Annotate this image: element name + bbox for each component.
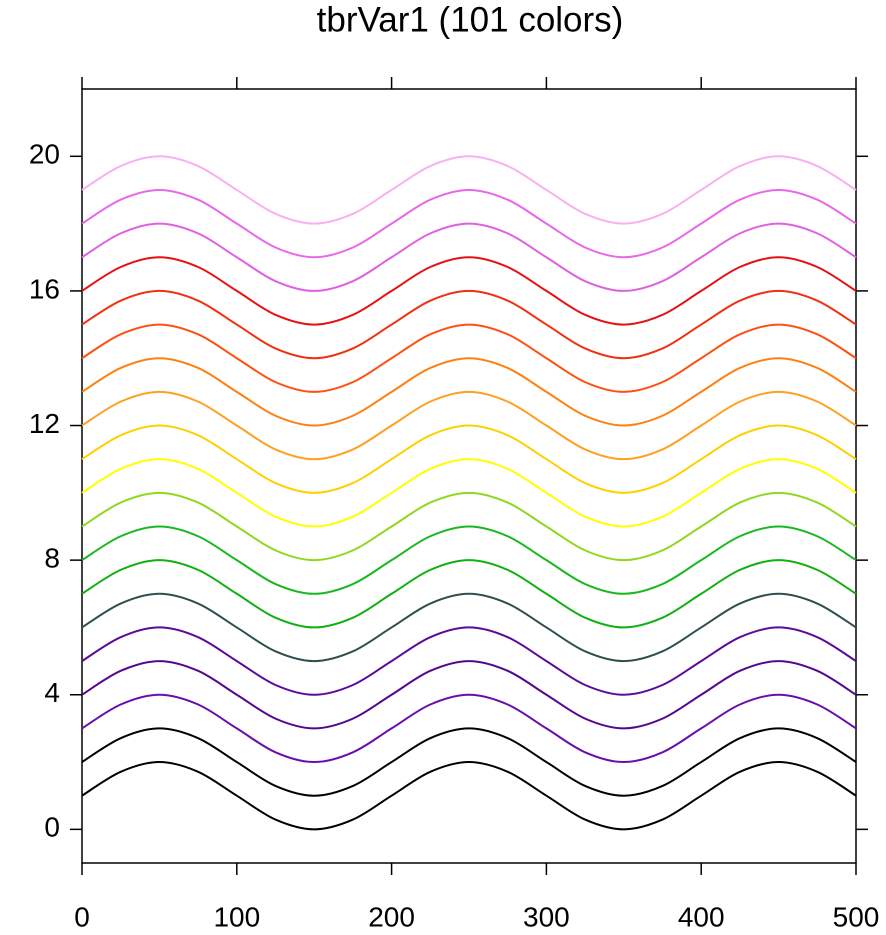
y-tick-label: 16	[29, 273, 60, 304]
line-series	[81, 693, 857, 764]
chart-title: tbrVar1 (101 colors)	[317, 0, 624, 39]
line-series	[81, 559, 857, 629]
line-series	[81, 222, 857, 292]
line-series	[81, 188, 857, 259]
y-tick-label: 0	[44, 812, 60, 843]
line-series	[81, 660, 857, 730]
x-tick-label: 400	[678, 901, 725, 932]
line-series	[81, 155, 857, 225]
y-tick-label: 20	[29, 139, 60, 170]
x-tick-label: 300	[523, 901, 570, 932]
line-series	[81, 727, 857, 797]
x-tick-label: 100	[213, 901, 260, 932]
line-series	[81, 256, 857, 326]
line-series	[81, 289, 857, 360]
x-tick-label: 500	[833, 901, 880, 932]
line-series	[81, 390, 857, 461]
line-series	[81, 525, 857, 595]
y-tick-label: 12	[29, 408, 60, 439]
line-series	[81, 761, 857, 831]
line-series	[81, 626, 857, 696]
y-tick-label: 8	[44, 543, 60, 574]
y-tick-label: 4	[44, 677, 60, 708]
line-series	[81, 592, 857, 663]
line-series	[81, 458, 857, 528]
line-series	[81, 323, 857, 393]
x-tick-label: 0	[74, 901, 90, 932]
line-series	[81, 357, 857, 427]
line-series	[81, 491, 857, 562]
x-tick-label: 200	[368, 901, 415, 932]
plot-frame	[81, 88, 857, 864]
line-series	[81, 424, 857, 494]
